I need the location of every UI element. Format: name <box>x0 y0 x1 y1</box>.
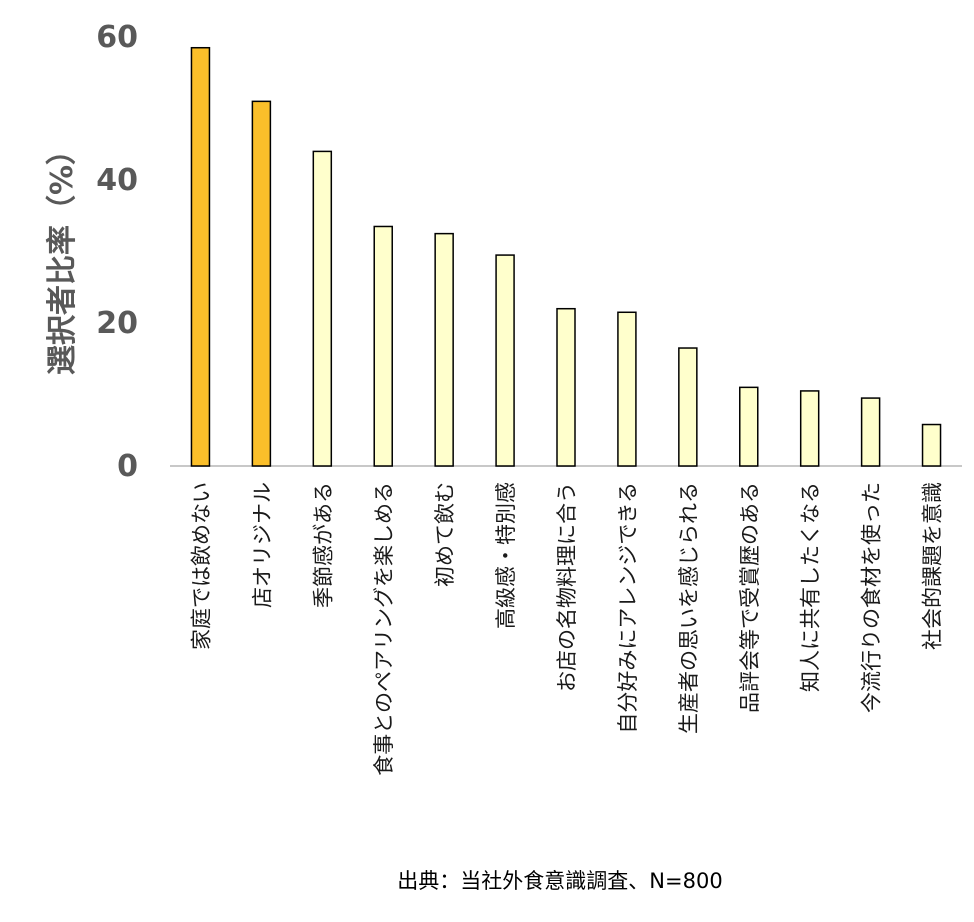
bars <box>190 46 942 467</box>
y-tick-label: 0 <box>117 449 138 484</box>
category-label: お店の名物料理に合う <box>555 482 579 692</box>
source-note: 出典：当社外食意識調査、N=800 <box>397 869 722 893</box>
bar <box>190 46 211 467</box>
y-tick-label: 20 <box>96 306 138 341</box>
category-label: 知人に共有したくなる <box>799 482 823 692</box>
bar <box>495 254 515 467</box>
category-label: 高級感・特別感 <box>494 482 518 629</box>
bar <box>556 307 576 467</box>
category-label: 初めて飲む <box>433 482 457 587</box>
y-axis-ticks: 0 20 40 60 <box>96 20 138 484</box>
bar <box>617 311 637 467</box>
bar <box>799 390 820 467</box>
category-label: 季節感がある <box>311 482 335 608</box>
category-label: 生産者の思いを感じられる <box>677 482 701 734</box>
category-labels: 家庭では飲めない 店オリジナル 季節感がある 食事とのペアリングを楽しめる 初めて飲む 高… <box>189 482 944 776</box>
bar <box>434 232 454 467</box>
bar <box>373 225 393 467</box>
bar <box>312 150 333 467</box>
category-label: 店オリジナル <box>250 482 274 608</box>
bar <box>860 397 881 467</box>
category-label: 今流行りの食材を使った <box>860 482 884 713</box>
bar <box>251 100 272 467</box>
bar <box>739 386 759 467</box>
category-label: 社会的課題を意識 <box>921 482 945 650</box>
category-label: 品評会等で受賞歴のある <box>738 482 762 713</box>
category-label: 自分好みにアレンジできる <box>616 482 640 734</box>
category-label: 食事とのペアリングを楽しめる <box>372 482 396 776</box>
bar <box>678 347 698 467</box>
bar <box>921 423 942 467</box>
category-label: 家庭では飲めない <box>189 482 213 650</box>
y-axis-label: 選択者比率（%） <box>45 135 80 375</box>
y-tick-label: 60 <box>96 20 138 55</box>
y-tick-label: 40 <box>96 163 138 198</box>
